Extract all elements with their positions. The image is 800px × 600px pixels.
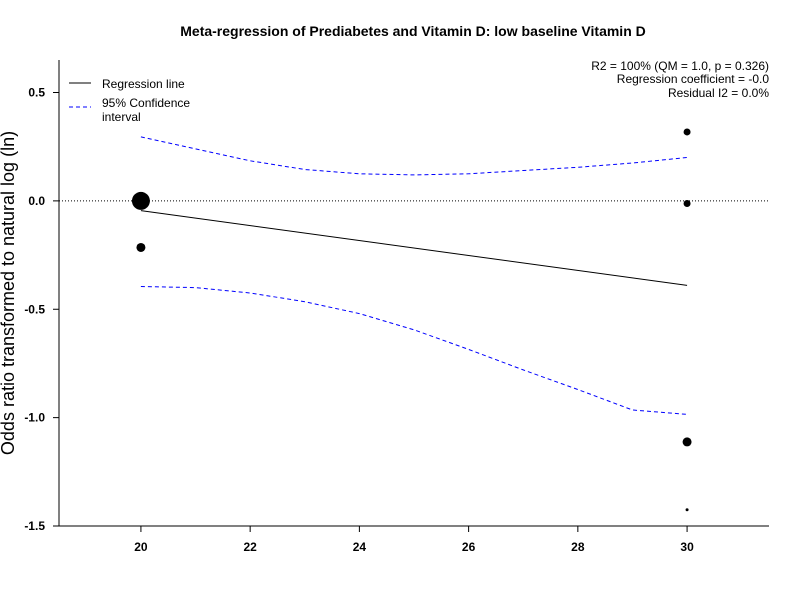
x-ticks: 20 22 24 26 28 30 [134,526,694,554]
legend-label-regression-line: Regression line [102,77,185,91]
data-point [683,199,691,207]
axes [58,60,769,527]
annotation-regression-coefficient: Regression coefficient = -0.0 [617,72,770,86]
stats-annotation: R2 = 100% (QM = 1.0, p = 0.326) Regressi… [591,59,769,100]
data-point [683,128,691,136]
y-ticks: 0.5 0.0 -0.5 -1.0 -1.5 [24,86,59,533]
y-tick-label: -1.5 [24,519,45,533]
y-tick-label: -1.0 [24,411,45,425]
annotation-residual-i2: Residual I2 = 0.0% [668,86,769,100]
y-axis-label: Odds ratio transformed to natural log (l… [0,131,18,455]
data-point [136,242,146,252]
legend-label-confidence-interval-line2: interval [102,110,141,124]
data-point [685,508,689,512]
legend-label-confidence-interval-line1: 95% Confidence [102,96,190,110]
x-tick-label: 28 [571,540,585,554]
data-point [682,437,692,447]
data-points [131,128,692,512]
x-tick-label: 30 [680,540,694,554]
confidence-interval-upper [140,136,688,176]
annotation-r2: R2 = 100% (QM = 1.0, p = 0.326) [591,59,769,73]
x-tick-label: 22 [243,540,257,554]
x-tick-label: 24 [353,540,367,554]
chart-title: Meta-regression of Prediabetes and Vitam… [180,23,646,39]
x-tick-label: 26 [462,540,476,554]
y-tick-label: 0.5 [28,86,45,100]
data-point [131,191,150,210]
confidence-interval-lower [140,286,688,415]
legend: Regression line 95% Confidence interval [69,77,190,124]
regression-line [140,210,688,286]
y-tick-label: -0.5 [24,302,45,316]
x-tick-label: 20 [134,540,148,554]
y-tick-label: 0.0 [28,194,45,208]
